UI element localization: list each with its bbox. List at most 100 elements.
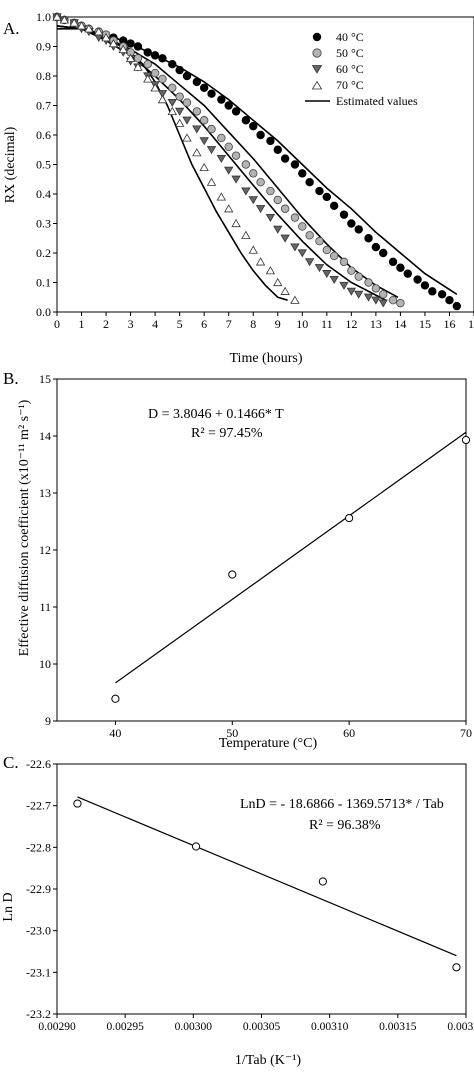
point-40c <box>168 59 177 69</box>
panel-b-ylabel: Effective diffusion coefficient (x10⁻¹¹ … <box>17 399 32 656</box>
panel-c-regression-line <box>77 796 457 957</box>
point-40c <box>150 51 160 60</box>
panel-b-xtick-label: 40 <box>109 726 121 740</box>
panel-c-ytick-label: -23.2 <box>26 1007 51 1021</box>
point-70c <box>290 295 300 304</box>
panel-a-xtick-label: 3 <box>128 317 134 331</box>
panel-b-ytick-label: 12 <box>39 543 51 557</box>
point-40c <box>396 263 405 272</box>
point-70c <box>101 33 111 42</box>
panel-a-ytick-label: 0.1 <box>36 276 51 290</box>
panel-a-ytick-label: 1.0 <box>36 10 51 24</box>
point-50c <box>371 284 381 293</box>
panel-c-label: C. <box>3 753 19 772</box>
point-70c <box>265 266 276 275</box>
panel-c-xtick-label: 0.00305 <box>243 1021 281 1033</box>
panel-c-point <box>73 799 82 808</box>
point-40c <box>231 107 241 116</box>
estimated-curve-3 <box>57 28 288 301</box>
point-60c <box>206 146 217 155</box>
panel-c-xtick-label: 0.00290 <box>38 1021 76 1033</box>
panel-c-point <box>318 877 327 886</box>
panel-a-xtick-label: 0 <box>54 317 60 331</box>
panel-b-xtick-label: 60 <box>343 726 355 740</box>
point-40c <box>413 275 422 284</box>
point-70c <box>125 53 136 62</box>
point-40c <box>428 287 437 296</box>
point-50c <box>290 213 300 222</box>
point-50c <box>329 251 339 261</box>
point-50c <box>175 92 184 101</box>
point-50c <box>168 83 177 92</box>
point-40c <box>273 145 282 154</box>
point-60c <box>157 90 168 99</box>
point-40c <box>175 65 184 75</box>
panel-a-xtick-label: 8 <box>250 317 256 331</box>
point-50c <box>133 54 143 63</box>
panel-a-xtick-label: 11 <box>321 317 333 331</box>
point-60c <box>290 243 300 252</box>
panel-c-ylabel: Ln D <box>1 892 16 921</box>
legend-label-40c: 40 °C <box>336 30 364 44</box>
point-40c <box>256 130 265 140</box>
panel-b-xtick-label: 50 <box>226 726 238 740</box>
point-50c <box>199 116 209 125</box>
point-60c <box>241 187 251 196</box>
panel-a-legend: 40 °C 50 °C 60 °C 70 °C Estimated values <box>305 30 418 108</box>
panel-a-data-points <box>52 12 462 311</box>
point-70c <box>273 277 283 287</box>
point-40c <box>182 71 192 81</box>
point-50c <box>273 195 282 205</box>
point-60c <box>280 234 290 243</box>
panel-b-ytick-label: 14 <box>39 429 51 443</box>
point-50c <box>241 160 251 169</box>
panel-c-ytick-label: -23.0 <box>26 924 51 938</box>
panel-a-xtick-label: 14 <box>394 317 406 331</box>
point-40c <box>126 39 135 48</box>
panel-b-ytick-label: 9 <box>45 714 51 728</box>
panel-b-point <box>111 694 120 703</box>
legend-item-50c: 50 °C <box>312 46 364 60</box>
point-40c <box>199 83 209 92</box>
point-50c <box>388 296 398 305</box>
point-40c <box>133 42 143 51</box>
point-40c <box>217 95 226 104</box>
panel-a-xtick-label: 13 <box>370 317 382 331</box>
point-40c <box>249 121 258 131</box>
point-70c <box>174 118 185 127</box>
point-50c <box>364 278 373 287</box>
point-40c <box>347 219 356 228</box>
point-50c <box>207 124 216 134</box>
point-40c <box>364 234 373 243</box>
panel-a-xtick-label: 12 <box>345 317 357 331</box>
panel-b-point <box>461 435 471 445</box>
panel-b-ytick-label: 15 <box>39 372 51 386</box>
point-60c <box>216 154 227 163</box>
panel-b-xtick-label: 70 <box>460 726 472 740</box>
point-60c <box>192 125 202 134</box>
legend-label-70c: 70 °C <box>336 78 364 92</box>
point-70c <box>84 24 94 33</box>
panel-b-point <box>228 570 237 579</box>
point-70c <box>59 15 70 24</box>
panel-a-xtick-label: 6 <box>201 317 207 331</box>
panel-a-label: A. <box>3 19 20 38</box>
panel-b-r-squared: R² = 97.45% <box>191 426 263 441</box>
point-70c <box>192 148 202 157</box>
panel-b-point <box>345 513 354 523</box>
panel-a-plot-frame <box>56 16 474 313</box>
panel-c-equation: LnD = - 18.6866 - 1369.5713* / Tab <box>240 797 444 812</box>
panel-a-xtick-label: 17 <box>468 317 474 331</box>
panel-b-data-points <box>111 435 471 703</box>
legend-item-60c: 60 °C <box>311 62 364 76</box>
point-60c <box>231 175 241 184</box>
point-50c <box>339 257 349 267</box>
panel-b-regression-line <box>115 431 467 684</box>
point-50c <box>396 298 405 308</box>
legend-marker-40c <box>312 32 322 42</box>
point-70c <box>118 44 128 54</box>
panel-a-xlabel: Time (hours) <box>230 351 303 366</box>
point-70c <box>76 21 87 30</box>
panel-c-xtick-label: 0.00315 <box>379 1021 417 1033</box>
point-50c <box>322 245 332 255</box>
